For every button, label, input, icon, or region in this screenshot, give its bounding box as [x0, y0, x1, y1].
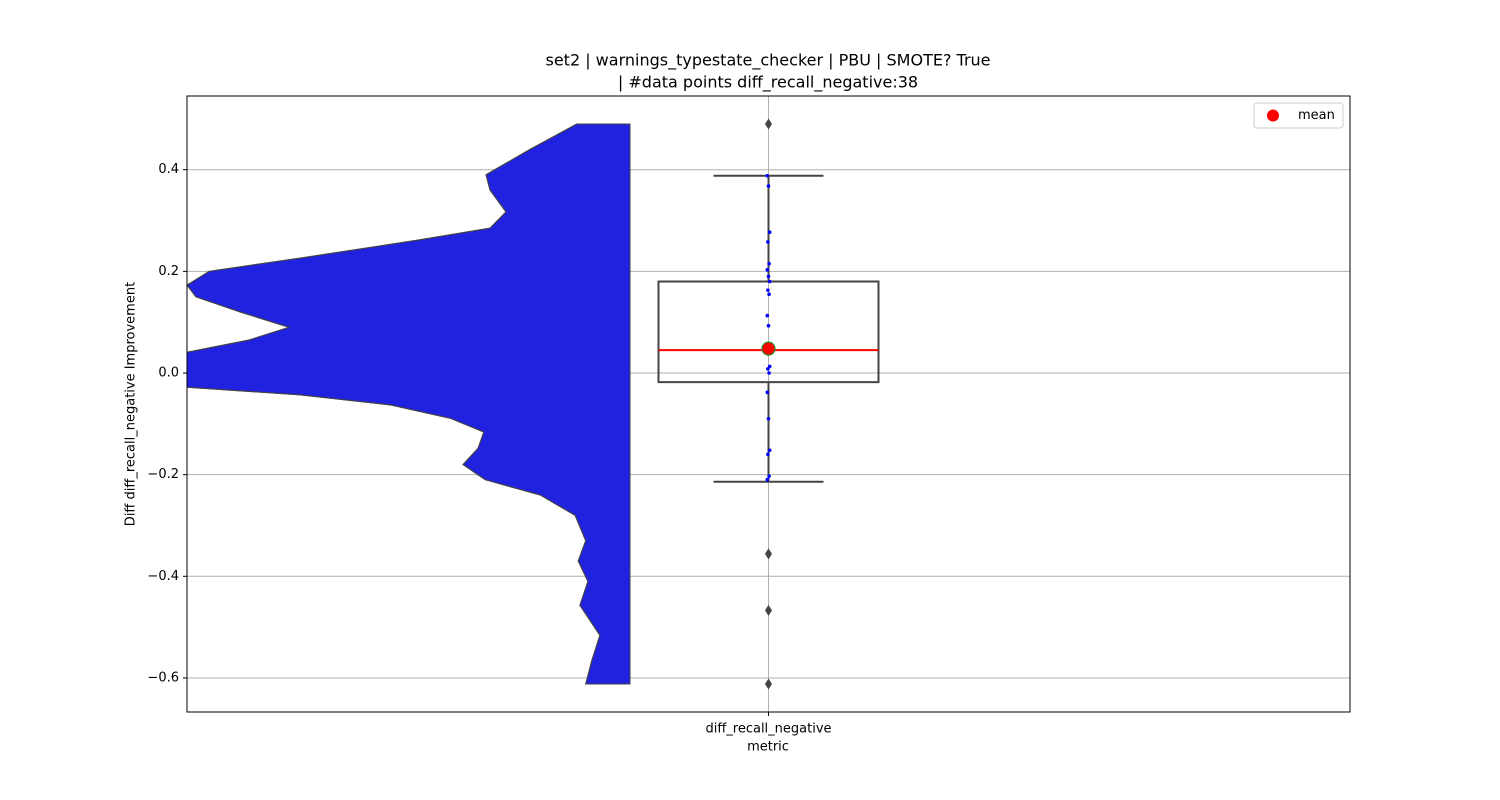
x-axis-label: metric: [747, 740, 789, 755]
outlier: [765, 118, 772, 130]
plot-area: [187, 118, 880, 690]
legend-label: mean: [1298, 108, 1335, 123]
strip-point: [767, 474, 771, 478]
strip-point: [766, 323, 771, 328]
strip-point: [767, 364, 772, 369]
y-tick-label: 0.2: [158, 264, 179, 279]
strip-point: [767, 261, 771, 266]
violin-fill: [187, 123, 631, 685]
strip-point: [765, 390, 770, 395]
legend-box: [1253, 102, 1344, 129]
strip-point: [765, 268, 770, 272]
y-tick-label: −0.6: [147, 670, 179, 685]
strip-point: [767, 448, 772, 453]
chart-subtitle: | #data points diff_recall_negative:38: [618, 73, 918, 93]
y-tick-label: 0.0: [158, 365, 179, 380]
mean-marker: [761, 341, 776, 356]
strip-point: [767, 279, 772, 284]
y-axis-label: Diff diff_recall_negative Improvement: [124, 282, 139, 526]
violin: [187, 123, 601, 685]
strip-point: [765, 313, 770, 318]
strip-point: [767, 292, 771, 297]
plot-frame: [186, 95, 1351, 713]
strip-point: [767, 371, 771, 375]
outlier: [765, 604, 772, 616]
y-tick-label: 0.4: [158, 162, 179, 177]
strip-point: [766, 452, 770, 457]
strip-point: [766, 367, 770, 371]
strip-point: [766, 274, 771, 279]
strip-point: [766, 240, 770, 244]
y-tick-label: −0.4: [147, 569, 179, 584]
outlier: [765, 548, 772, 560]
strip-point: [765, 477, 770, 482]
x-tick-label: diff_recall_negative: [705, 722, 831, 737]
strip-point: [766, 184, 771, 188]
strip-point: [766, 416, 771, 421]
strip-point: [765, 173, 770, 178]
legend-marker: [1267, 109, 1279, 122]
outlier: [765, 678, 772, 690]
strip-point: [767, 230, 772, 235]
y-tick-label: −0.2: [147, 467, 179, 482]
strip-point: [766, 288, 770, 292]
legend: mean: [1253, 102, 1344, 129]
chart-title: set2 | warnings_typestate_checker | PBU …: [545, 51, 990, 71]
